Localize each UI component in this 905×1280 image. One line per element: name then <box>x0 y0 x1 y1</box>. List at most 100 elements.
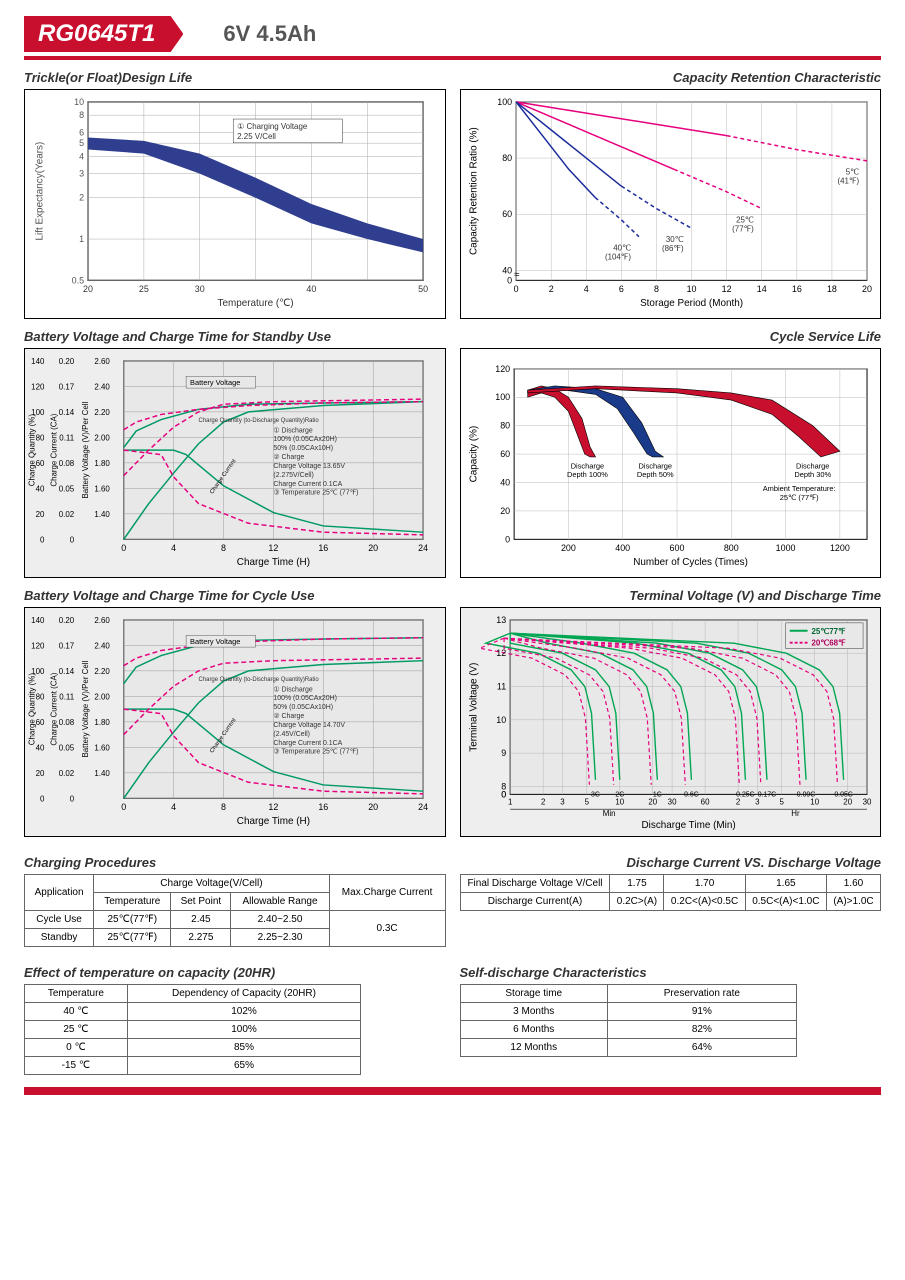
svg-text:11: 11 <box>496 681 505 691</box>
svg-text:0: 0 <box>507 275 512 285</box>
svg-text:40℃: 40℃ <box>613 244 631 253</box>
svg-text:25℃77℉: 25℃77℉ <box>811 627 846 636</box>
svg-text:Charge Time (H): Charge Time (H) <box>237 816 310 827</box>
svg-text:16: 16 <box>318 802 328 812</box>
svg-text:③ Temperature 25℃ (77℉): ③ Temperature 25℃ (77℉) <box>273 748 358 756</box>
svg-text:120: 120 <box>31 641 45 650</box>
svg-text:1.40: 1.40 <box>94 769 110 778</box>
svg-text:3C: 3C <box>591 791 600 798</box>
svg-text:② Charge: ② Charge <box>273 712 304 720</box>
svg-text:0.08: 0.08 <box>59 718 75 727</box>
table-discharge-voltage: Final Discharge Voltage V/Cell 1.75 1.70… <box>460 874 882 911</box>
svg-text:1.60: 1.60 <box>94 484 110 493</box>
svg-text:16: 16 <box>318 543 328 553</box>
svg-text:Charge Time (H): Charge Time (H) <box>237 557 310 568</box>
svg-text:Charge Current (CA): Charge Current (CA) <box>49 672 58 745</box>
svg-text:60: 60 <box>700 797 709 806</box>
svg-text:25℃ (77℉): 25℃ (77℉) <box>779 493 818 502</box>
svg-text:0.11: 0.11 <box>59 433 74 442</box>
svg-text:Charge Current 0.1CA: Charge Current 0.1CA <box>273 481 342 488</box>
svg-text:12: 12 <box>268 802 278 812</box>
svg-text:1000: 1000 <box>775 543 795 553</box>
svg-text:(77℉): (77℉) <box>732 224 754 233</box>
svg-text:② Charge: ② Charge <box>273 453 304 461</box>
svg-text:5: 5 <box>779 797 784 806</box>
svg-text:20: 20 <box>648 797 657 806</box>
th-temp: Temperature <box>94 893 171 911</box>
svg-text:12: 12 <box>496 648 506 658</box>
svg-text:25℃: 25℃ <box>736 216 754 225</box>
table-title-charging: Charging Procedures <box>24 855 446 870</box>
svg-text:100: 100 <box>497 97 512 107</box>
chart-cycle-charge: 0481216202402040608010012014000.020.050.… <box>24 607 446 837</box>
th-cv: Charge Voltage(V/Cell) <box>94 875 330 893</box>
svg-text:Terminal Voltage (V): Terminal Voltage (V) <box>468 663 479 752</box>
svg-text:5℃: 5℃ <box>845 168 858 177</box>
svg-text:10: 10 <box>615 797 624 806</box>
svg-text:120: 120 <box>495 364 510 374</box>
th-sp: Set Point <box>171 893 231 911</box>
svg-text:0.17: 0.17 <box>59 641 74 650</box>
svg-text:4: 4 <box>79 151 84 161</box>
svg-text:≈: ≈ <box>514 269 520 280</box>
svg-text:6: 6 <box>79 127 84 137</box>
svg-text:6: 6 <box>618 284 623 294</box>
svg-text:50% (0.05CAx10H): 50% (0.05CAx10H) <box>273 704 333 711</box>
chart-trickle: ① Charging Voltage2.25 V/Cell20253040500… <box>24 89 446 319</box>
table-row: Cycle Use 25℃(77℉) 2.45 2.40~2.50 0.3C <box>25 911 446 929</box>
chart-title-terminal: Terminal Voltage (V) and Discharge Time <box>460 588 882 603</box>
svg-text:① Discharge: ① Discharge <box>273 685 312 693</box>
table-self-discharge: Storage timePreservation rate 3 Months91… <box>460 984 797 1057</box>
svg-text:0.11: 0.11 <box>59 692 74 701</box>
svg-text:1200: 1200 <box>829 543 849 553</box>
svg-text:2.40: 2.40 <box>94 382 110 391</box>
svg-text:0.08: 0.08 <box>59 459 75 468</box>
svg-text:80: 80 <box>502 153 512 163</box>
svg-text:0.05: 0.05 <box>59 743 75 752</box>
th-ar: Allowable Range <box>231 893 329 911</box>
svg-text:2.00: 2.00 <box>94 433 110 442</box>
svg-text:2: 2 <box>540 797 544 806</box>
svg-text:0: 0 <box>70 535 75 544</box>
svg-text:0: 0 <box>505 534 510 544</box>
svg-text:0: 0 <box>501 789 506 799</box>
svg-text:2.40: 2.40 <box>94 641 110 650</box>
svg-text:600: 600 <box>669 543 684 553</box>
svg-text:③ Temperature 25℃ (77℉): ③ Temperature 25℃ (77℉) <box>273 489 358 497</box>
svg-text:20: 20 <box>36 510 45 519</box>
svg-text:1.80: 1.80 <box>94 459 110 468</box>
table-temp-capacity: TemperatureDependency of Capacity (20HR)… <box>24 984 361 1075</box>
svg-text:Number of Cycles (Times): Number of Cycles (Times) <box>633 557 748 568</box>
svg-text:Min: Min <box>602 809 615 818</box>
svg-text:2.20: 2.20 <box>94 408 110 417</box>
svg-text:2: 2 <box>548 284 553 294</box>
svg-text:1: 1 <box>79 234 84 244</box>
svg-text:① Charging Voltage: ① Charging Voltage <box>237 122 308 131</box>
svg-text:20: 20 <box>36 769 45 778</box>
chart-title-standby: Battery Voltage and Charge Time for Stan… <box>24 329 446 344</box>
table-title-self-discharge: Self-discharge Characteristics <box>460 965 882 980</box>
svg-text:Charge Voltage 13.65V: Charge Voltage 13.65V <box>273 463 345 470</box>
th-app: Application <box>25 875 94 911</box>
svg-text:Battery Voltage: Battery Voltage <box>190 378 240 387</box>
table-charging: Application Charge Voltage(V/Cell) Max.C… <box>24 874 446 947</box>
svg-text:24: 24 <box>418 802 428 812</box>
svg-text:60: 60 <box>502 209 512 219</box>
svg-text:Battery Voltage (V)/Per Cell: Battery Voltage (V)/Per Cell <box>81 660 90 757</box>
svg-text:1: 1 <box>507 797 512 806</box>
svg-text:0.17C: 0.17C <box>757 791 775 798</box>
svg-text:Discharge Time (Min): Discharge Time (Min) <box>641 820 735 831</box>
chart-title-cycle-charge: Battery Voltage and Charge Time for Cycl… <box>24 588 446 603</box>
svg-text:5: 5 <box>584 797 589 806</box>
svg-text:Battery Voltage (V)/Per Cell: Battery Voltage (V)/Per Cell <box>81 401 90 498</box>
svg-text:2: 2 <box>735 797 739 806</box>
svg-text:0: 0 <box>40 794 45 803</box>
table-title-discharge-v: Discharge Current VS. Discharge Voltage <box>460 855 882 870</box>
svg-text:4: 4 <box>171 802 176 812</box>
svg-text:24: 24 <box>418 543 428 553</box>
svg-text:20: 20 <box>862 284 872 294</box>
svg-text:2.00: 2.00 <box>94 692 110 701</box>
svg-text:0.17: 0.17 <box>59 382 74 391</box>
svg-text:20: 20 <box>83 284 93 294</box>
svg-text:Battery Voltage: Battery Voltage <box>190 637 240 646</box>
